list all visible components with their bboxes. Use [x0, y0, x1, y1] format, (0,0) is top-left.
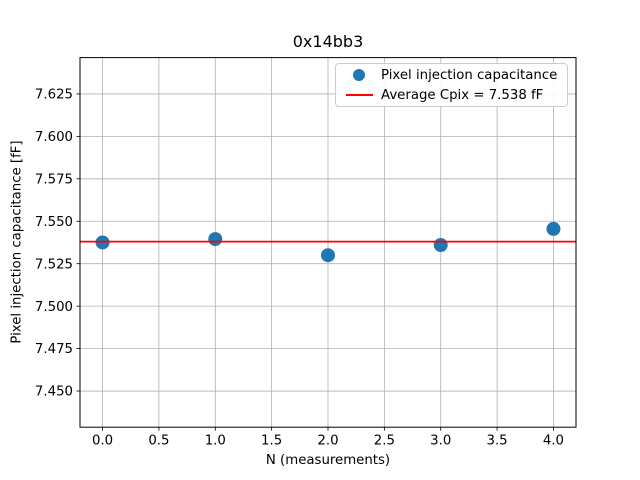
legend-label-average: Average Cpix = 7.538 fF: [381, 87, 544, 103]
legend-item-scatter: Pixel injection capacitance: [336, 65, 567, 85]
chart-title: 0x14bb3: [292, 32, 364, 51]
x-axis-label: N (measurements): [265, 453, 391, 468]
legend-handle: [344, 94, 374, 96]
legend: Pixel injection capacitance Average Cpix…: [335, 63, 568, 107]
y-tick-label: 7.600: [35, 130, 73, 145]
x-tick-label: 0.5: [148, 434, 169, 449]
x-tick-label: 1.5: [261, 434, 282, 449]
x-tick-label: 0.0: [92, 434, 113, 449]
y-tick-label: 7.500: [35, 300, 73, 315]
x-tick-label: 3.5: [487, 434, 508, 449]
y-tick-label: 7.550: [35, 215, 73, 230]
y-tick-label: 7.475: [35, 342, 73, 357]
data-point: [433, 238, 448, 253]
y-tick-label: 7.575: [35, 172, 73, 187]
x-tick-label: 2.5: [374, 434, 395, 449]
legend-handle: [344, 69, 374, 81]
axes-spines: [79, 57, 577, 428]
legend-label-scatter: Pixel injection capacitance: [381, 67, 558, 83]
y-tick-label: 7.525: [35, 257, 73, 272]
y-tick-label: 7.450: [35, 385, 73, 400]
x-tick-label: 3.0: [430, 434, 451, 449]
line-marker-icon: [345, 94, 373, 96]
x-tick-label: 4.0: [543, 434, 564, 449]
y-tick-label: 7.625: [35, 88, 73, 103]
data-point: [321, 248, 335, 263]
legend-item-average-line: Average Cpix = 7.538 fF: [336, 85, 567, 105]
x-tick-label: 2.0: [317, 434, 338, 449]
data-point: [546, 221, 561, 236]
scatter-marker-icon: [353, 69, 365, 81]
data-point: [208, 232, 223, 247]
x-tick-label: 1.0: [205, 434, 226, 449]
